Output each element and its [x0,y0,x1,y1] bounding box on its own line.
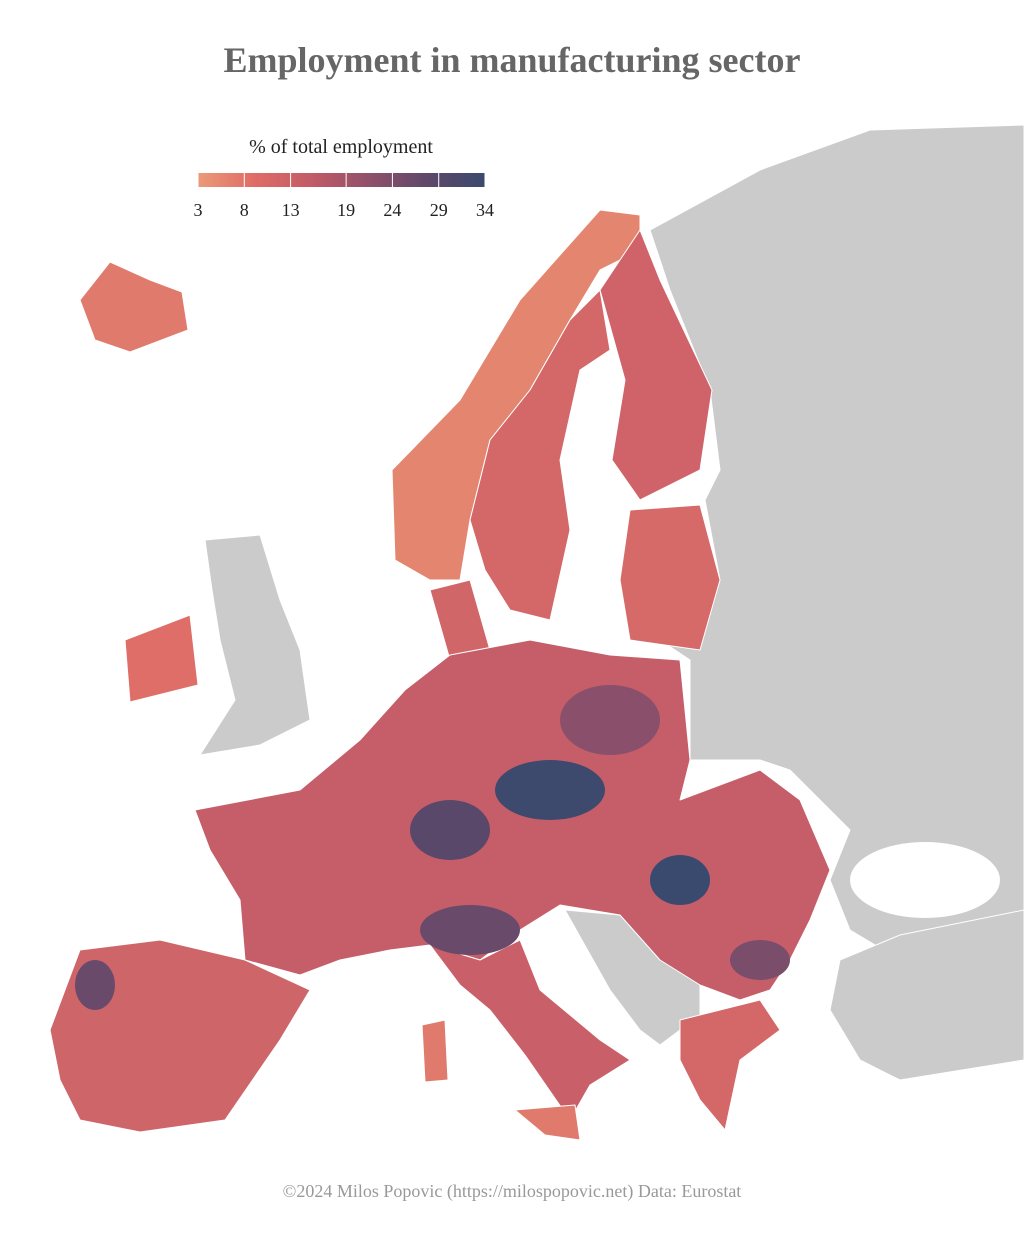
legend-tick-label: 13 [282,200,300,220]
non-eu-east [649,124,1024,961]
south-germany [410,800,490,860]
italy [429,939,631,1121]
sweden [469,289,611,621]
caption: ©2024 Milos Popovic (https://milospopovi… [283,1181,742,1202]
denmark [429,579,491,661]
map [49,124,1024,1141]
continent [194,639,831,1001]
bulgaria-core [730,940,790,980]
legend-ticks: 3 8 13 19 24 29 34 [194,173,494,220]
norway [391,209,641,581]
title: Employment in manufacturing sector [224,40,801,80]
iberia [49,939,311,1133]
north-portugal [75,960,115,1010]
central-romania [650,855,710,905]
finland [599,229,713,501]
legend-tick-label: 3 [194,200,203,220]
poland-core [560,685,660,755]
legend-tick-label: 19 [337,200,355,220]
sardinia [421,1019,449,1083]
legend-tick-label: 29 [430,200,448,220]
uk [198,534,311,756]
baltics [619,504,721,651]
north-italy [420,905,520,955]
legend-tick-label: 34 [476,200,494,220]
greece [679,999,781,1131]
czechia [495,760,605,820]
legend-bar [198,173,485,187]
ireland [124,614,199,703]
turkey [829,909,1024,1081]
iceland [79,261,189,353]
legend-tick-label: 24 [383,200,401,220]
black-sea [850,842,1000,918]
legend-tick-label: 8 [240,200,249,220]
legend-title: % of total employment [249,136,433,158]
sicily [514,1104,581,1141]
